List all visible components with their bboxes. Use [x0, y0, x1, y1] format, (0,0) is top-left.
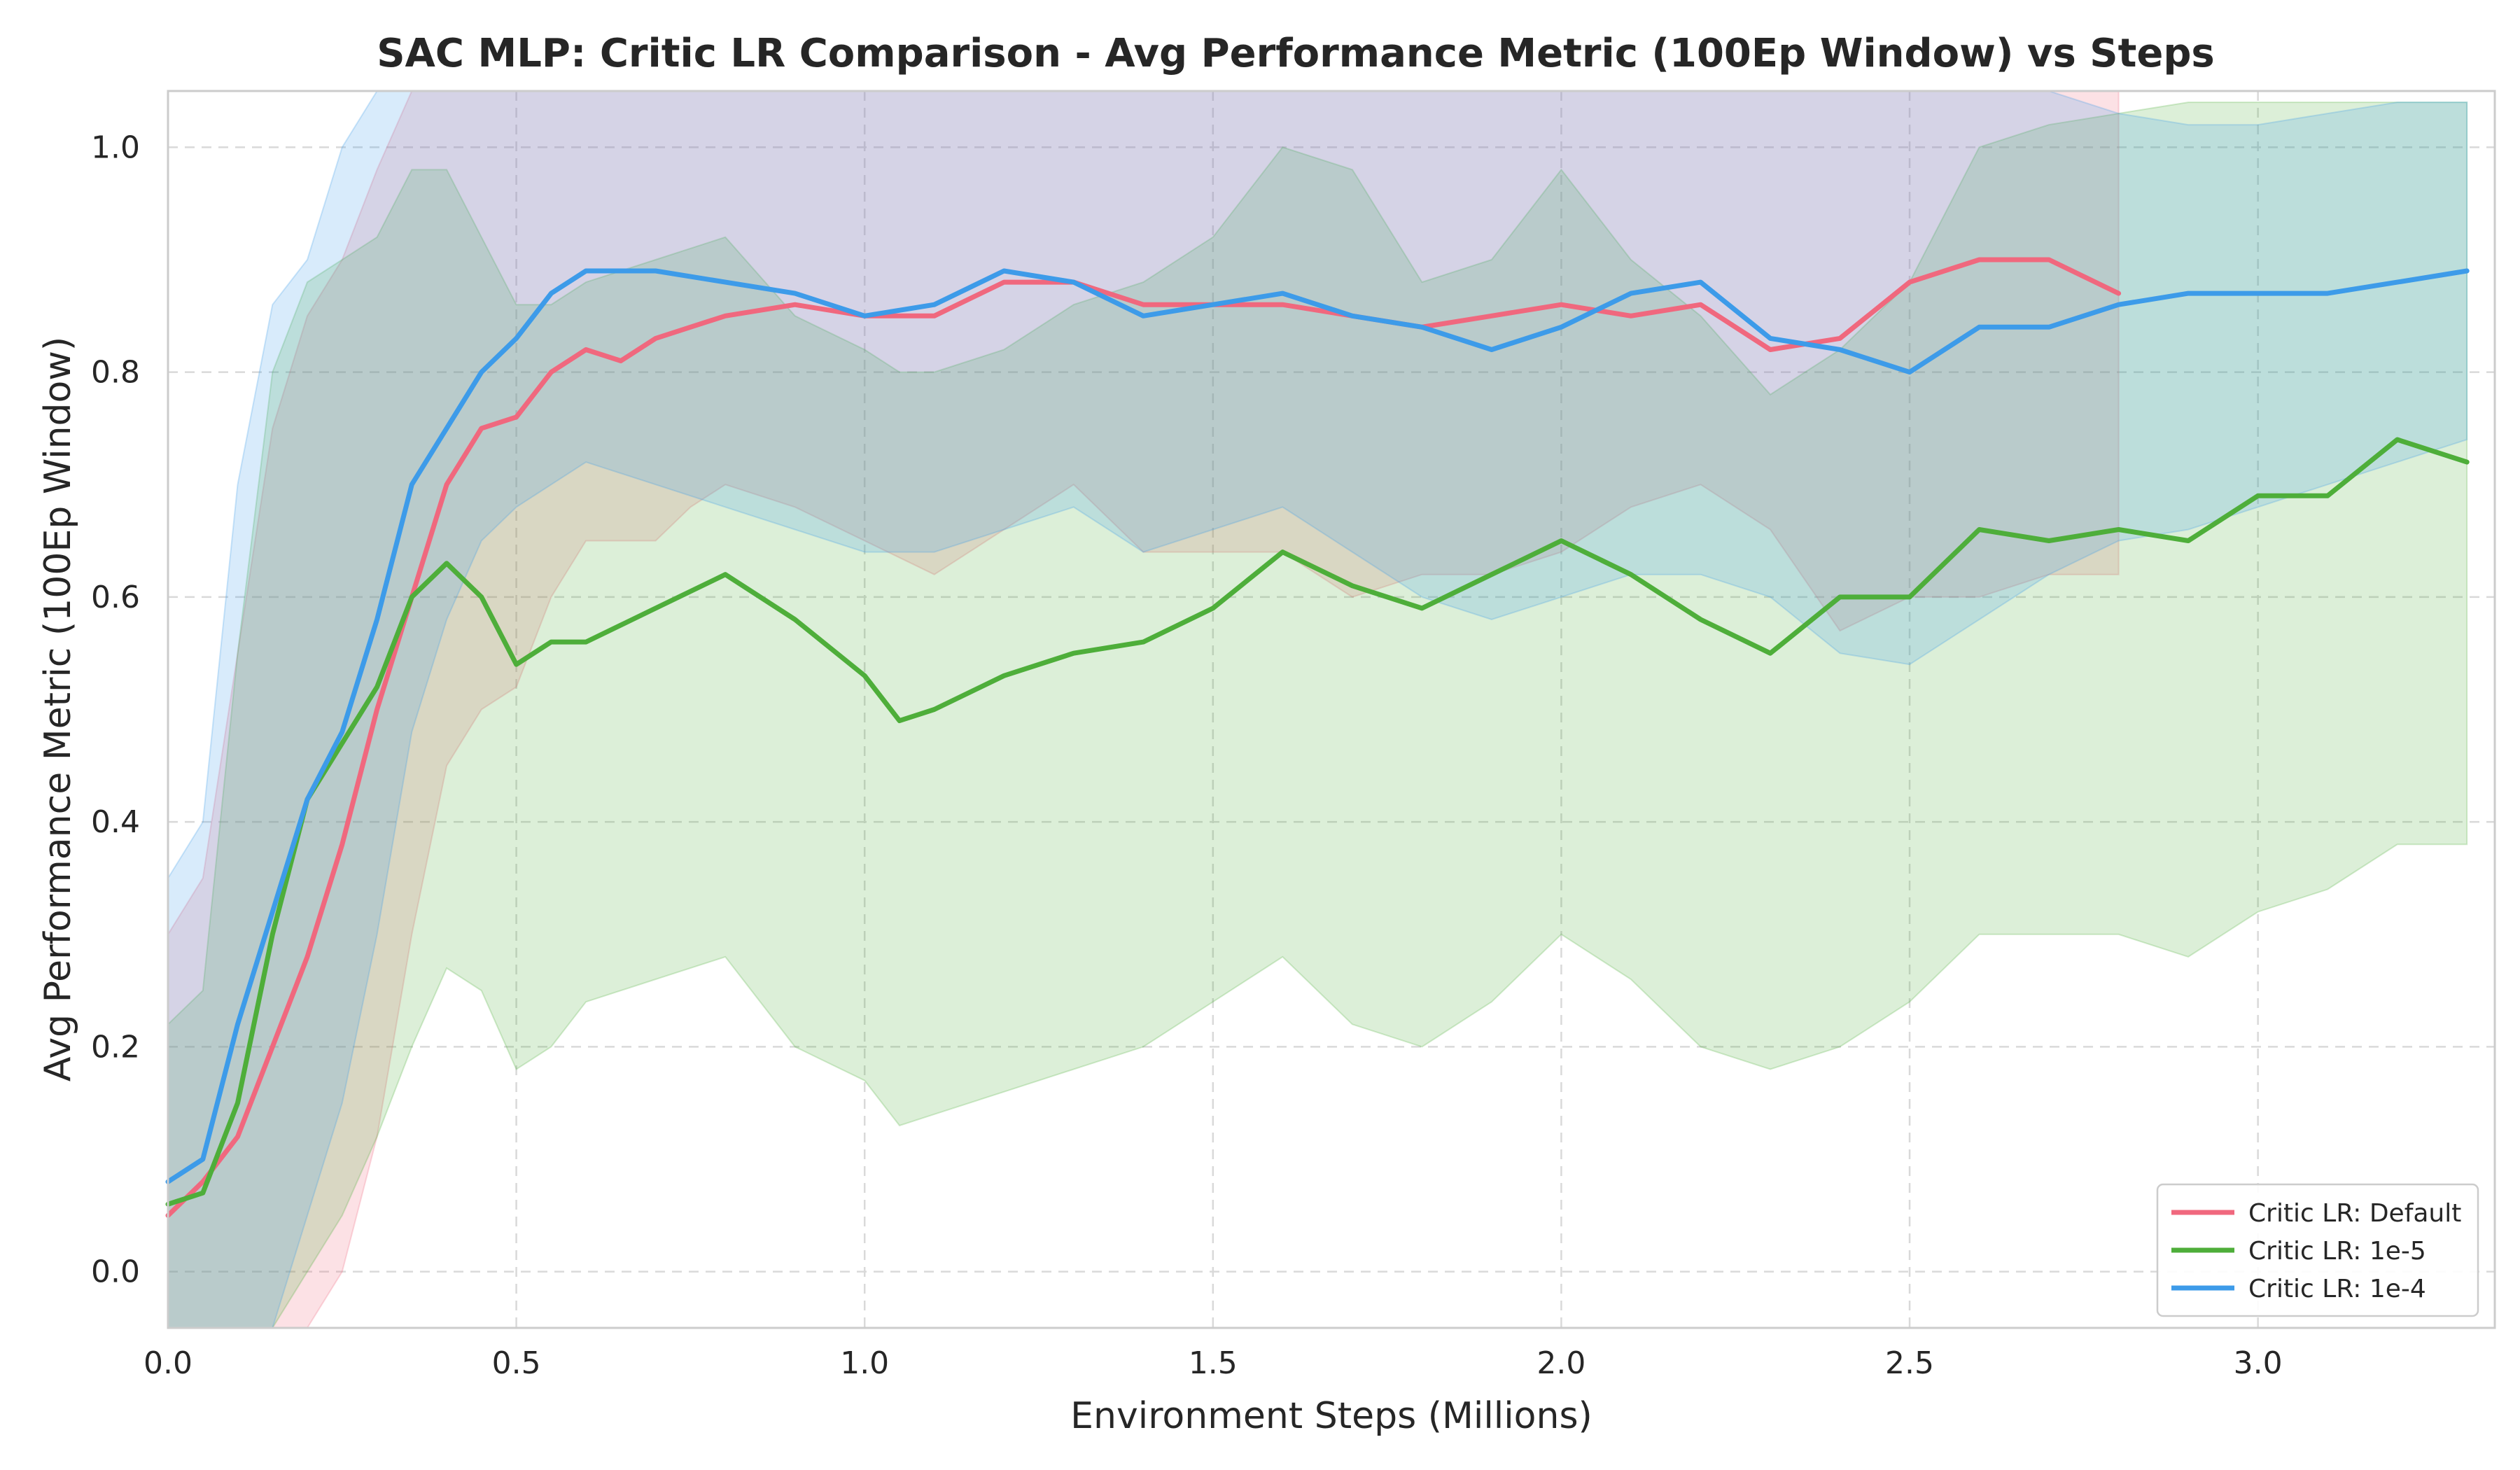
series-lines [165, 257, 2470, 1218]
plot-frame [167, 90, 2496, 1329]
x-axis-ticks: 0.0 0.5 1.0 1.5 2.0 2.5 3.0 [144, 1345, 2283, 1381]
grid [167, 91, 2495, 1328]
y-tick-label: 1.0 [91, 130, 140, 165]
x-tick-label: 1.5 [1189, 1345, 1238, 1381]
x-tick-label: 3.0 [2234, 1345, 2283, 1381]
y-tick-label: 0.8 [91, 355, 140, 391]
confidence-band-1 [167, 102, 2468, 1329]
y-tick-label: 0.6 [91, 580, 140, 615]
plot-area [165, 90, 2496, 1329]
y-tick-label: 0.0 [91, 1254, 140, 1290]
x-tick-label: 2.0 [1536, 1345, 1586, 1381]
x-tick-label: 2.5 [1885, 1345, 1934, 1381]
series-line-1 [165, 437, 2470, 1207]
legend-box [2156, 1183, 2479, 1317]
y-axis-label: Avg Performance Metric (100Ep Window) [37, 337, 79, 1082]
y-axis-ticks: 0.0 0.2 0.4 0.6 0.8 1.0 [91, 130, 140, 1289]
legend-label-1: Critic LR: 1e-5 [2248, 1237, 2426, 1266]
x-tick-label: 1.0 [840, 1345, 889, 1381]
y-tick-label: 0.4 [91, 804, 140, 840]
legend-label-2: Critic LR: 1e-4 [2248, 1275, 2426, 1303]
legend-label-0: Critic LR: Default [2248, 1199, 2461, 1228]
x-tick-label: 0.0 [144, 1345, 192, 1381]
x-axis-label: Environment Steps (Millions) [1070, 1395, 1592, 1437]
chart-title: SAC MLP: Critic LR Comparison - Avg Perf… [377, 31, 2215, 76]
legend: Critic LR: Default Critic LR: 1e-5 Critic … [2156, 1183, 2479, 1317]
x-tick-label: 0.5 [492, 1345, 541, 1381]
y-tick-label: 0.2 [91, 1029, 140, 1065]
series-line-2 [165, 268, 2470, 1184]
